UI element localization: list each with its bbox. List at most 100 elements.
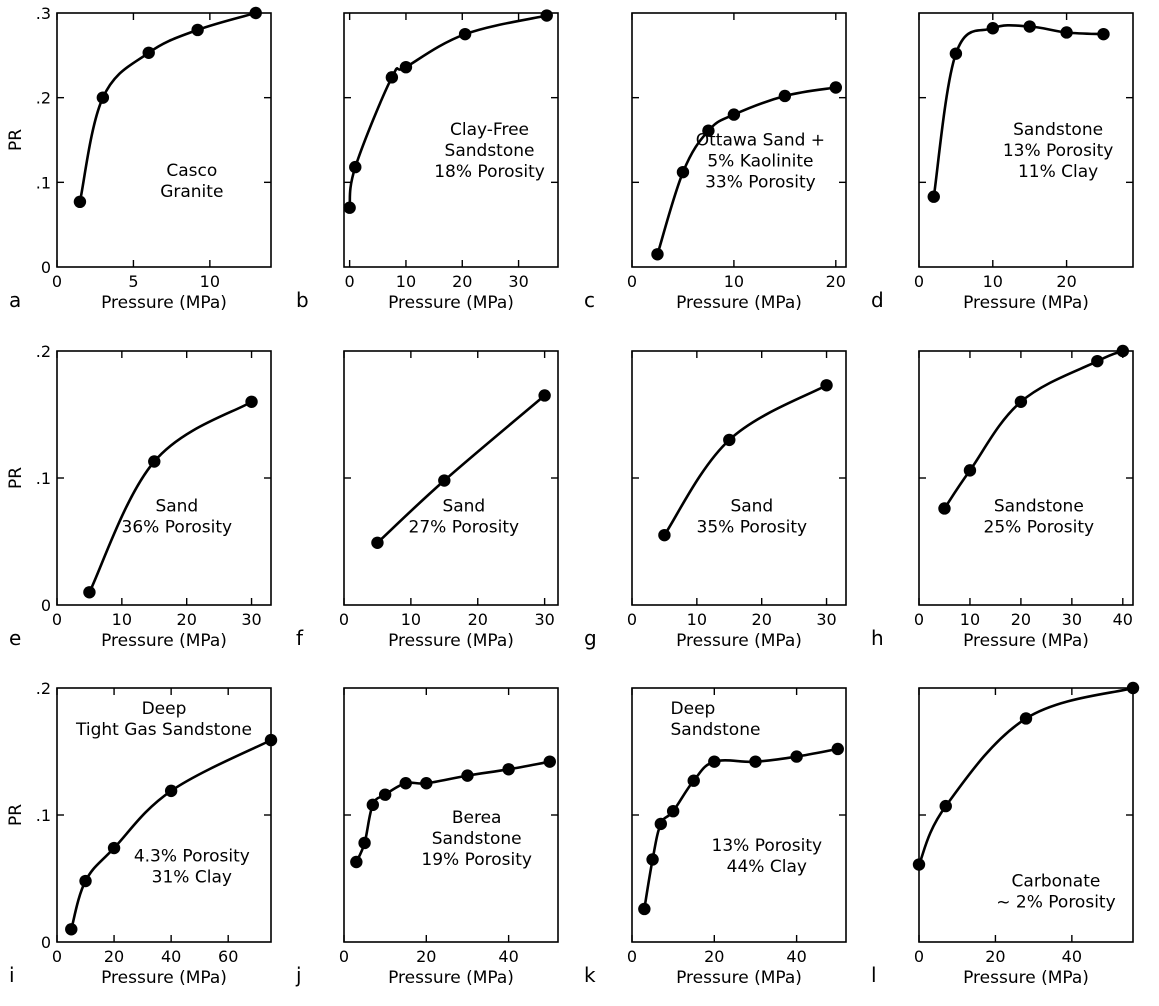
data-point	[350, 855, 363, 869]
data-point	[749, 755, 762, 768]
x-axis-label: Pressure (MPa)	[388, 968, 514, 988]
x-tick-label: 30	[241, 610, 261, 629]
data-point	[1126, 681, 1140, 695]
plot-frame	[631, 350, 847, 606]
x-tick-label: 20	[1056, 272, 1076, 291]
data-point	[1091, 354, 1104, 368]
data-point	[264, 733, 278, 747]
x-axis-label: Pressure (MPa)	[101, 631, 227, 651]
data-point	[366, 798, 380, 812]
data-point	[543, 755, 556, 768]
data-point	[938, 502, 951, 515]
annotation-text: Sand	[730, 497, 773, 517]
data-point	[107, 841, 121, 855]
annotation-text: Sand	[442, 497, 485, 517]
annotation-text: Sand	[155, 497, 198, 517]
annotation-text: 35% Porosity	[697, 518, 808, 538]
data-point	[191, 23, 204, 37]
data-line	[917, 686, 1134, 866]
data-point	[820, 379, 833, 392]
x-tick-label: 40	[786, 947, 806, 966]
panel-letter: b	[296, 288, 309, 312]
data-point	[676, 165, 690, 179]
data-point	[1023, 20, 1036, 33]
data-point	[142, 46, 155, 59]
x-tick-label: 0	[627, 272, 637, 291]
annotation-text: Deep	[671, 699, 716, 719]
y-axis-label: PR	[6, 804, 26, 826]
x-tick-label: 40	[498, 947, 518, 966]
data-point	[83, 586, 96, 599]
data-point	[1014, 395, 1028, 408]
panel-letter: g	[584, 626, 597, 650]
data-point	[358, 836, 371, 850]
x-axis-label: Pressure (MPa)	[676, 631, 802, 651]
y-axis-label: PR	[6, 467, 26, 489]
y-axis-label: PR	[6, 129, 26, 151]
x-axis-label: Pressure (MPa)	[388, 293, 514, 313]
plot-frame	[343, 350, 559, 606]
data-point	[399, 777, 412, 790]
panel-letter: i	[9, 963, 15, 987]
x-tick-label: 0	[339, 947, 349, 966]
x-tick-label: 10	[687, 610, 707, 629]
x-tick-label: 20	[416, 947, 436, 966]
x-tick-label: 0	[52, 610, 62, 629]
y-tick-label: .2	[36, 89, 51, 108]
annotation-text: 27% Porosity	[409, 518, 520, 538]
x-axis-label: Pressure (MPa)	[963, 293, 1089, 313]
annotation-text: Casco	[166, 161, 217, 181]
x-axis-label: Pressure (MPa)	[101, 968, 227, 988]
data-point	[245, 395, 258, 408]
data-point	[73, 195, 87, 209]
x-tick-label: 10	[401, 610, 421, 629]
annotation-text: 19% Porosity	[421, 850, 532, 870]
x-tick-label: 10	[983, 272, 1003, 291]
x-axis-label: Pressure (MPa)	[676, 968, 802, 988]
data-point	[963, 464, 977, 477]
x-tick-label: 0	[627, 947, 637, 966]
x-tick-label: 60	[218, 947, 238, 966]
x-tick-label: 20	[826, 272, 846, 291]
x-tick-label: 10	[396, 272, 416, 291]
x-tick-label: 0	[914, 610, 924, 629]
data-point	[65, 923, 78, 936]
x-tick-label: 20	[752, 610, 772, 629]
x-tick-label: 0	[339, 610, 349, 629]
x-tick-label: 20	[104, 947, 124, 966]
data-point	[702, 124, 715, 137]
data-point	[79, 874, 92, 888]
data-point	[727, 108, 741, 121]
x-axis-label: Pressure (MPa)	[388, 631, 514, 651]
y-tick-label: .2	[36, 679, 51, 698]
plot-frame	[56, 350, 272, 606]
data-point	[420, 777, 433, 790]
y-tick-label: 0	[41, 596, 51, 615]
y-tick-label: 0	[41, 258, 51, 277]
annotation-text: Sandstone	[432, 829, 522, 849]
x-axis-label: Pressure (MPa)	[676, 293, 802, 313]
x-axis-label: Pressure (MPa)	[963, 968, 1089, 988]
data-point	[249, 6, 262, 20]
annotation-text: Sandstone	[994, 497, 1084, 517]
panel-letter: e	[9, 626, 21, 650]
plot-frame	[631, 12, 847, 268]
annotation-text: 31% Clay	[152, 867, 232, 887]
data-point	[540, 9, 553, 22]
panel-l: 0 20 40 Pressure (MPa) l Carbonate~ 2% Porosi…	[871, 681, 1140, 988]
annotation-text: 4.3% Porosity	[134, 846, 250, 866]
data-point	[1019, 712, 1033, 725]
data-point	[1097, 27, 1110, 41]
plot-frame	[918, 12, 1134, 268]
x-tick-label: 40	[161, 947, 181, 966]
plot-frame	[56, 12, 272, 268]
data-point	[458, 27, 472, 41]
data-point	[666, 804, 680, 818]
y-tick-label: .1	[36, 806, 51, 825]
x-tick-label: 30	[508, 272, 528, 291]
x-tick-label: 40	[1113, 610, 1133, 629]
